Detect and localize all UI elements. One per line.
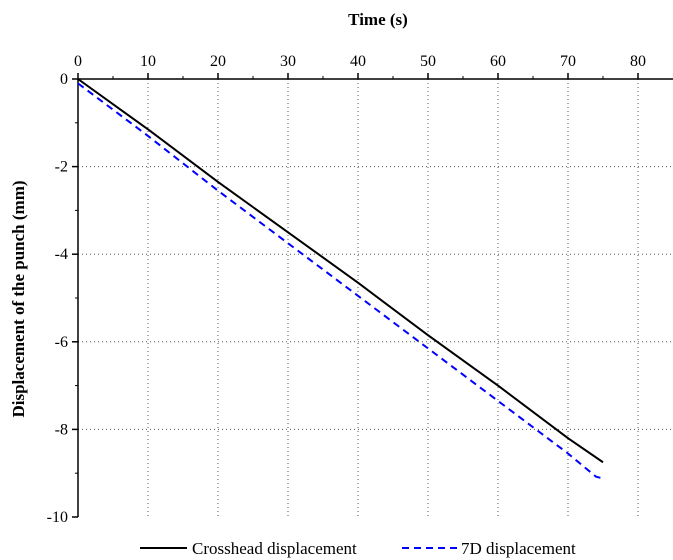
axes: 0 10 20 30 40 50 60 70 80 0 -2 -4 -6 -8 -10 [47, 53, 673, 526]
y-tick-label-0: 0 [60, 71, 68, 88]
legend-label-7d: 7D displacement [461, 539, 576, 558]
series-lines [77, 78, 604, 480]
y-tick-label--6: -6 [55, 334, 68, 351]
legend: Crosshead displacement 7D displacement [140, 539, 576, 558]
x-tick-label-20: 20 [210, 53, 226, 70]
x-tick-label-60: 60 [490, 53, 506, 70]
series-line-0 [77, 78, 604, 464]
x-tick-label-30: 30 [280, 53, 296, 70]
grid [78, 79, 673, 517]
x-tick-label-70: 70 [560, 53, 576, 70]
y-tick-label--4: -4 [55, 246, 68, 263]
y-axis-title: Displacement of the punch (mm) [9, 180, 28, 417]
series-line-1 [77, 82, 604, 480]
x-tick-label-40: 40 [350, 53, 366, 70]
x-tick-label-10: 10 [140, 53, 156, 70]
y-tick-label--2: -2 [55, 159, 68, 176]
x-tick-label-80: 80 [630, 53, 646, 70]
y-tick-label--10: -10 [47, 509, 68, 526]
legend-label-crosshead: Crosshead displacement [192, 539, 357, 558]
x-tick-label-0: 0 [74, 53, 82, 70]
y-tick-label--8: -8 [55, 421, 68, 438]
x-tick-label-50: 50 [420, 53, 436, 70]
x-axis-title: Time (s) [348, 10, 408, 29]
